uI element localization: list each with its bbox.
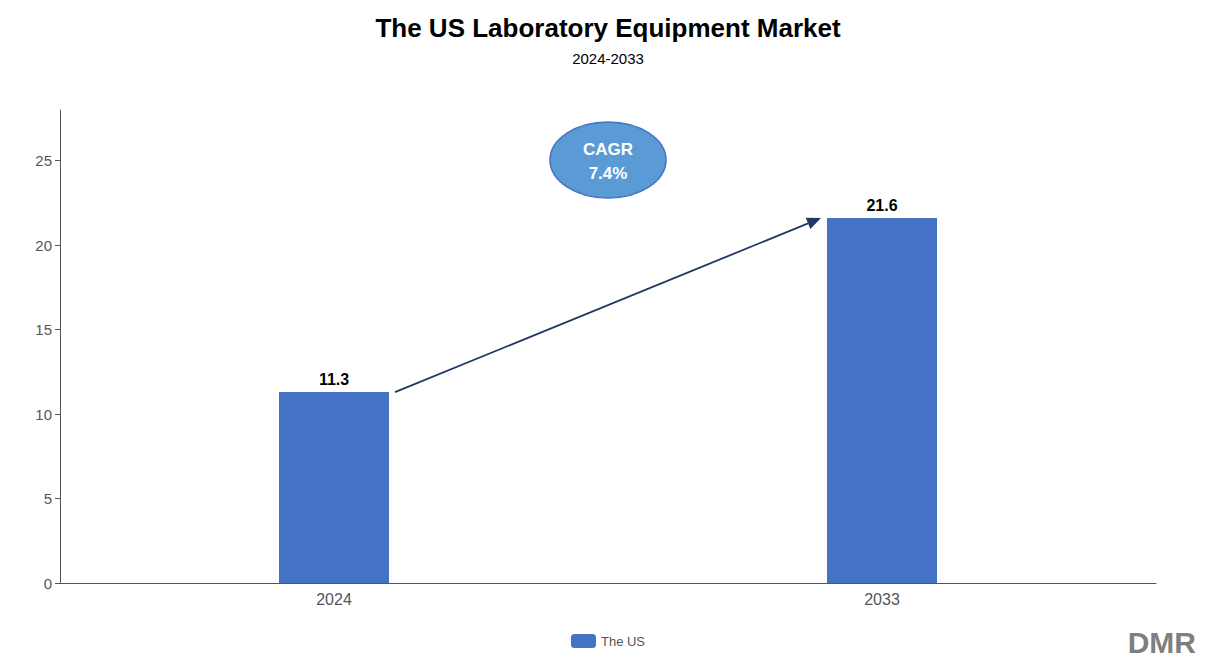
svg-text:2024-2033: 2024-2033: [572, 50, 644, 67]
svg-text:7.4%: 7.4%: [589, 164, 628, 183]
svg-text:10: 10: [35, 406, 52, 423]
svg-text:CAGR: CAGR: [583, 140, 633, 159]
svg-text:2033: 2033: [864, 591, 900, 608]
svg-text:21.6: 21.6: [866, 197, 897, 214]
svg-text:0: 0: [44, 575, 52, 592]
svg-text:2024: 2024: [316, 591, 352, 608]
svg-text:25: 25: [35, 152, 52, 169]
svg-text:5: 5: [44, 490, 52, 507]
svg-text:20: 20: [35, 237, 52, 254]
svg-text:The US Laboratory Equipment Ma: The US Laboratory Equipment Market: [375, 13, 841, 43]
svg-text:11.3: 11.3: [319, 371, 349, 388]
svg-text:The US: The US: [601, 634, 645, 649]
svg-text:DMR: DMR: [1128, 626, 1197, 659]
svg-text:15: 15: [35, 321, 52, 338]
